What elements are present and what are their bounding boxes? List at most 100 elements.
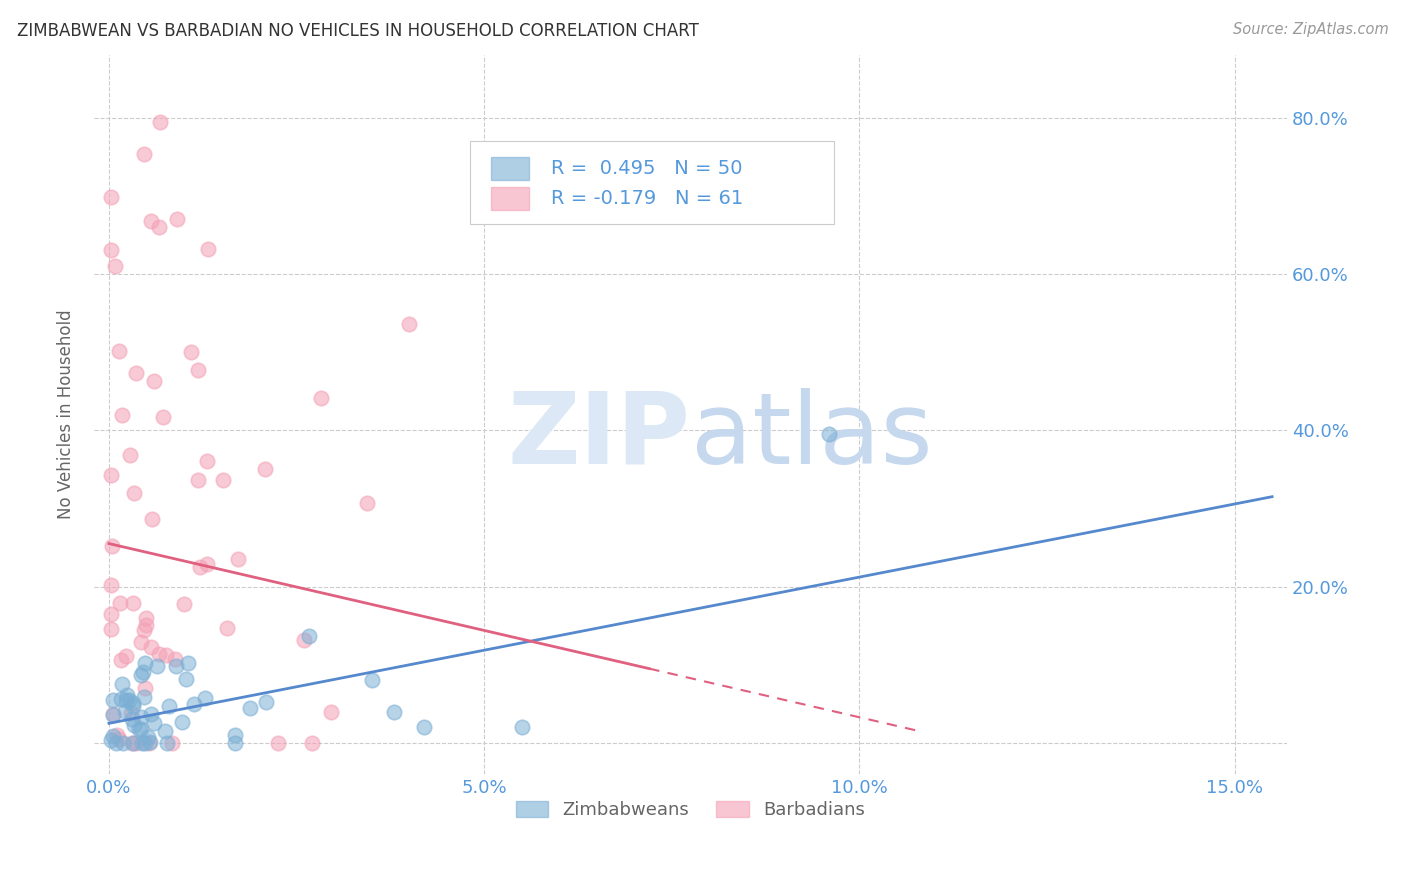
Point <box>157 698 180 713</box>
Legend: Zimbabweans, Barbadians: Zimbabweans, Barbadians <box>509 794 873 826</box>
Point <box>165 652 187 666</box>
Point <box>155 723 177 738</box>
Point <box>226 552 249 566</box>
Point <box>160 736 183 750</box>
Text: atlas: atlas <box>690 388 932 484</box>
Point <box>166 211 188 226</box>
Point <box>132 147 155 161</box>
Point <box>134 623 156 637</box>
FancyBboxPatch shape <box>491 157 530 180</box>
Point <box>136 730 159 744</box>
Point <box>141 512 163 526</box>
Point <box>224 736 246 750</box>
Point <box>100 607 122 621</box>
Point <box>142 715 165 730</box>
Point <box>215 622 238 636</box>
Point <box>319 705 342 719</box>
Point <box>134 657 156 671</box>
Point <box>100 190 122 204</box>
Point <box>152 409 174 424</box>
Point <box>121 712 143 726</box>
Point <box>115 688 138 702</box>
Point <box>101 706 124 721</box>
Point <box>174 672 197 686</box>
Point <box>125 366 148 380</box>
Point <box>173 597 195 611</box>
Point <box>356 496 378 510</box>
Point <box>134 681 156 695</box>
Point <box>122 718 145 732</box>
Point <box>139 707 162 722</box>
Point <box>197 453 219 467</box>
Point <box>224 728 246 742</box>
Point <box>129 723 152 737</box>
Point <box>132 665 155 680</box>
Point <box>292 633 315 648</box>
Point <box>118 448 141 462</box>
Point <box>298 629 321 643</box>
Point <box>101 539 124 553</box>
Point <box>382 705 405 719</box>
Point <box>111 408 134 422</box>
Point <box>122 486 145 500</box>
Point <box>100 623 122 637</box>
Point <box>155 648 177 663</box>
Point <box>101 693 124 707</box>
Point <box>149 114 172 128</box>
Y-axis label: No Vehicles in Household: No Vehicles in Household <box>58 310 75 519</box>
Point <box>100 733 122 747</box>
Point <box>101 729 124 743</box>
Point <box>180 345 202 359</box>
Point <box>122 696 145 710</box>
Point <box>121 706 143 720</box>
Point <box>129 634 152 648</box>
Point <box>100 243 122 257</box>
Point <box>114 704 136 718</box>
Point <box>156 736 179 750</box>
Point <box>177 656 200 670</box>
Point <box>148 220 170 235</box>
Point <box>142 375 165 389</box>
Point <box>311 391 333 405</box>
Point <box>187 473 209 487</box>
Point <box>141 640 163 654</box>
Point <box>121 698 143 713</box>
Point <box>104 259 127 273</box>
Point <box>100 577 122 591</box>
Point <box>101 708 124 723</box>
Point <box>818 427 841 442</box>
Point <box>110 595 132 609</box>
Point <box>118 692 141 706</box>
Point <box>197 242 219 256</box>
Point <box>129 668 152 682</box>
Point <box>134 690 156 704</box>
Point <box>170 714 193 729</box>
Point <box>398 318 420 332</box>
Point <box>166 659 188 673</box>
Point <box>129 710 152 724</box>
Point <box>134 736 156 750</box>
Point <box>121 736 143 750</box>
Point <box>510 720 533 734</box>
Point <box>135 618 157 632</box>
Point <box>128 722 150 736</box>
Text: ZIMBABWEAN VS BARBADIAN NO VEHICLES IN HOUSEHOLD CORRELATION CHART: ZIMBABWEAN VS BARBADIAN NO VEHICLES IN H… <box>17 22 699 40</box>
Point <box>100 468 122 483</box>
Point <box>138 736 160 750</box>
Point <box>110 692 132 706</box>
FancyBboxPatch shape <box>491 187 530 211</box>
Point <box>413 720 436 734</box>
Text: ZIP: ZIP <box>508 388 690 484</box>
Point <box>360 673 382 688</box>
Point <box>114 648 136 663</box>
Point <box>107 731 129 746</box>
Point <box>131 736 153 750</box>
Point <box>195 558 218 572</box>
Point <box>110 677 132 691</box>
Point <box>138 734 160 748</box>
Point <box>135 610 157 624</box>
Point <box>193 690 215 705</box>
Point <box>115 692 138 706</box>
Text: R = -0.179   N = 61: R = -0.179 N = 61 <box>551 189 744 209</box>
Point <box>253 461 276 475</box>
